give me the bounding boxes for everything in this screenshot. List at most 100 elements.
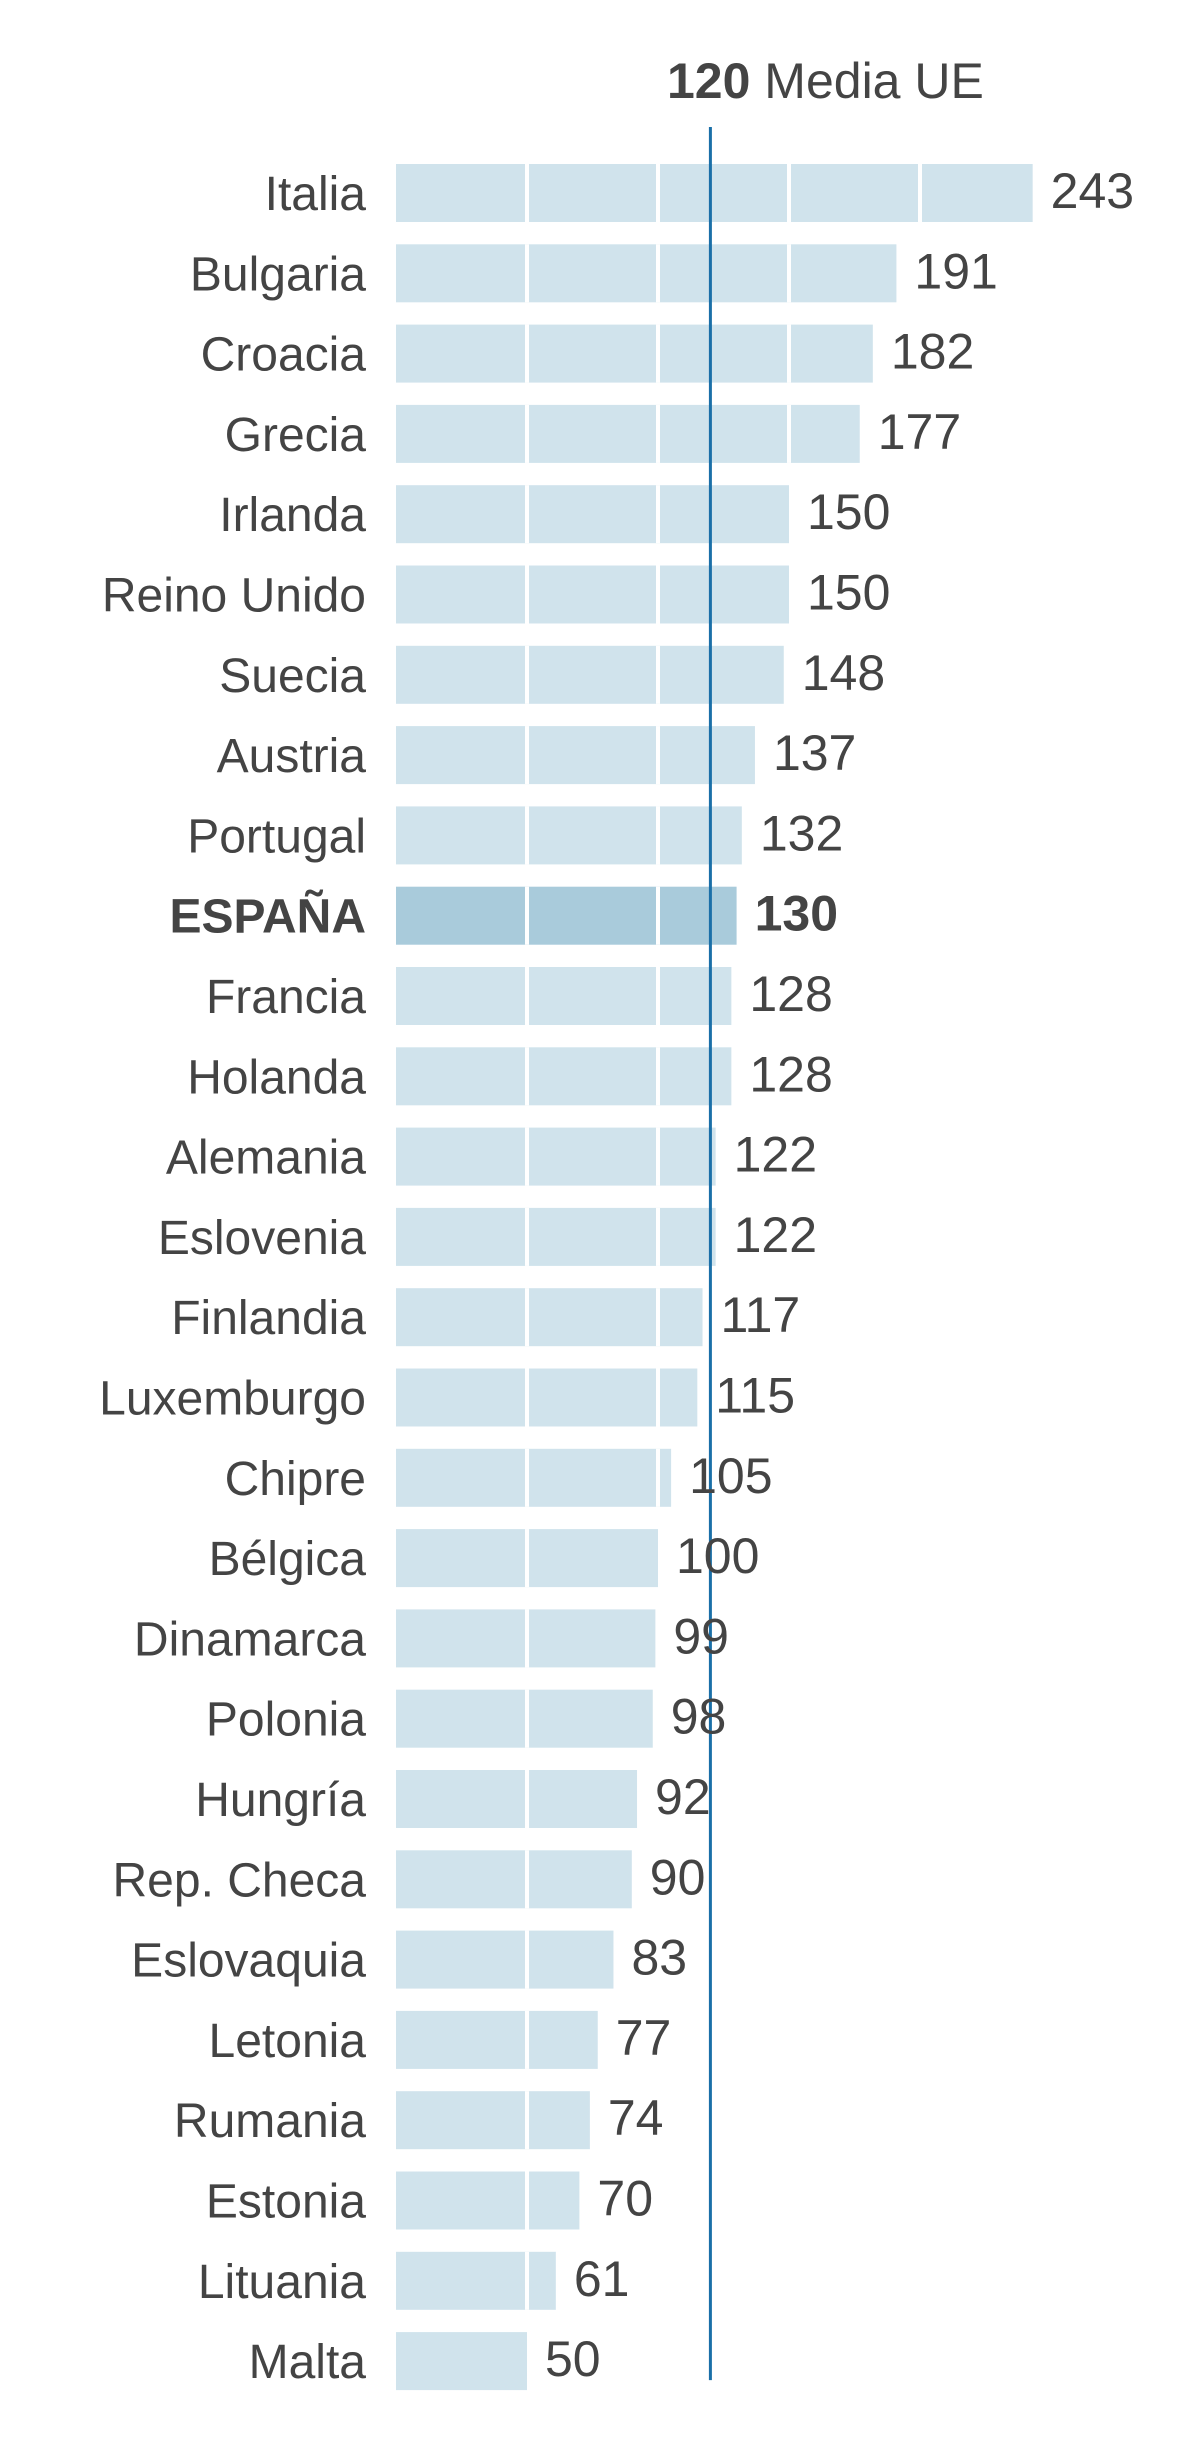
bar [396, 645, 784, 704]
value-label: 148 [802, 645, 885, 701]
value-label: 191 [914, 243, 997, 299]
gridline [525, 645, 529, 704]
gridline [525, 2010, 529, 2069]
gridline [525, 1448, 529, 1507]
bar [396, 1368, 698, 1427]
gridline [525, 1529, 529, 1588]
category-label: Reino Unido [102, 570, 366, 623]
gridline [656, 244, 660, 303]
gridline [525, 324, 529, 383]
gridline [918, 164, 922, 222]
gridline [525, 1288, 529, 1347]
gridline [525, 967, 529, 1025]
bar [396, 244, 897, 303]
gridline [656, 164, 660, 222]
gridline [525, 485, 529, 544]
category-label: Polonia [206, 1694, 366, 1747]
bar [396, 2171, 580, 2230]
gridline [656, 886, 660, 945]
bar [396, 1288, 703, 1347]
gridline [525, 726, 529, 785]
bar [396, 1850, 632, 1909]
bar [396, 565, 789, 624]
category-label: Malta [249, 2336, 367, 2389]
bar [396, 806, 742, 865]
category-label: Bélgica [209, 1533, 367, 1586]
category-label: Eslovenia [158, 1212, 366, 1265]
value-label: 122 [734, 1207, 817, 1263]
bar [396, 324, 873, 383]
bar [396, 1047, 732, 1106]
value-label: 137 [773, 725, 856, 781]
value-label: 150 [807, 484, 890, 540]
value-label: 117 [721, 1287, 801, 1343]
gridline [525, 806, 529, 865]
value-label: 98 [671, 1689, 727, 1745]
category-label: Eslovaquia [131, 1935, 366, 1988]
bars-group [396, 164, 1033, 2391]
category-label: Croacia [201, 329, 367, 382]
value-label: 90 [650, 1849, 706, 1905]
bar [396, 1930, 614, 1989]
bar [396, 1127, 716, 1186]
gridline [787, 244, 791, 303]
gridline [525, 1689, 529, 1748]
bar [396, 967, 732, 1025]
value-label: 77 [616, 2010, 672, 2066]
gridline [656, 1368, 660, 1427]
bar [396, 485, 789, 544]
value-label: 177 [878, 404, 961, 460]
value-label: 100 [676, 1528, 759, 1584]
category-label: Finlandia [171, 1292, 366, 1345]
value-label: 83 [631, 1930, 687, 1986]
value-label: 99 [673, 1608, 729, 1664]
category-label: Rumania [174, 2095, 366, 2148]
value-label: 132 [760, 805, 843, 861]
category-label: Grecia [225, 409, 367, 462]
bar [396, 2091, 590, 2150]
category-label: Bulgaria [190, 248, 366, 301]
category-label: Irlanda [219, 489, 366, 542]
gridline [656, 485, 660, 544]
value-label: 150 [807, 565, 890, 621]
category-label: ESPAÑA [170, 889, 366, 944]
eu-average-label: 120 Media UE [667, 53, 984, 109]
gridline [787, 164, 791, 222]
gridline [656, 806, 660, 865]
bar [396, 1207, 716, 1266]
value-label: 130 [755, 886, 838, 942]
value-label: 115 [715, 1368, 795, 1424]
gridline [656, 565, 660, 624]
gridline [525, 565, 529, 624]
category-label: Lituania [198, 2256, 366, 2309]
category-label: Dinamarca [134, 1613, 366, 1666]
gridlines-group [525, 164, 922, 2310]
category-label: Suecia [219, 650, 366, 703]
bar [396, 164, 1033, 222]
gridline [525, 2171, 529, 2230]
gridline [525, 2091, 529, 2150]
bar [396, 2251, 556, 2310]
gridline [525, 164, 529, 222]
category-label: Rep. Checa [113, 1854, 367, 1907]
gridline [656, 1288, 660, 1347]
gridline [656, 1127, 660, 1186]
bar [396, 1770, 638, 1828]
gridline [656, 1047, 660, 1106]
bar [396, 404, 860, 463]
category-label: Chipre [225, 1453, 366, 1506]
gridline [525, 1368, 529, 1427]
gridline [787, 404, 791, 463]
gridline [656, 404, 660, 463]
gridline [525, 1207, 529, 1266]
gridline [656, 726, 660, 785]
gridline [525, 1609, 529, 1668]
value-label: 128 [749, 966, 832, 1022]
gridline [525, 886, 529, 945]
gridline [525, 404, 529, 463]
gridline [656, 324, 660, 383]
eu-average-value: 120 [667, 53, 750, 109]
eu-average-text: Media UE [764, 53, 984, 109]
gridline [787, 324, 791, 383]
